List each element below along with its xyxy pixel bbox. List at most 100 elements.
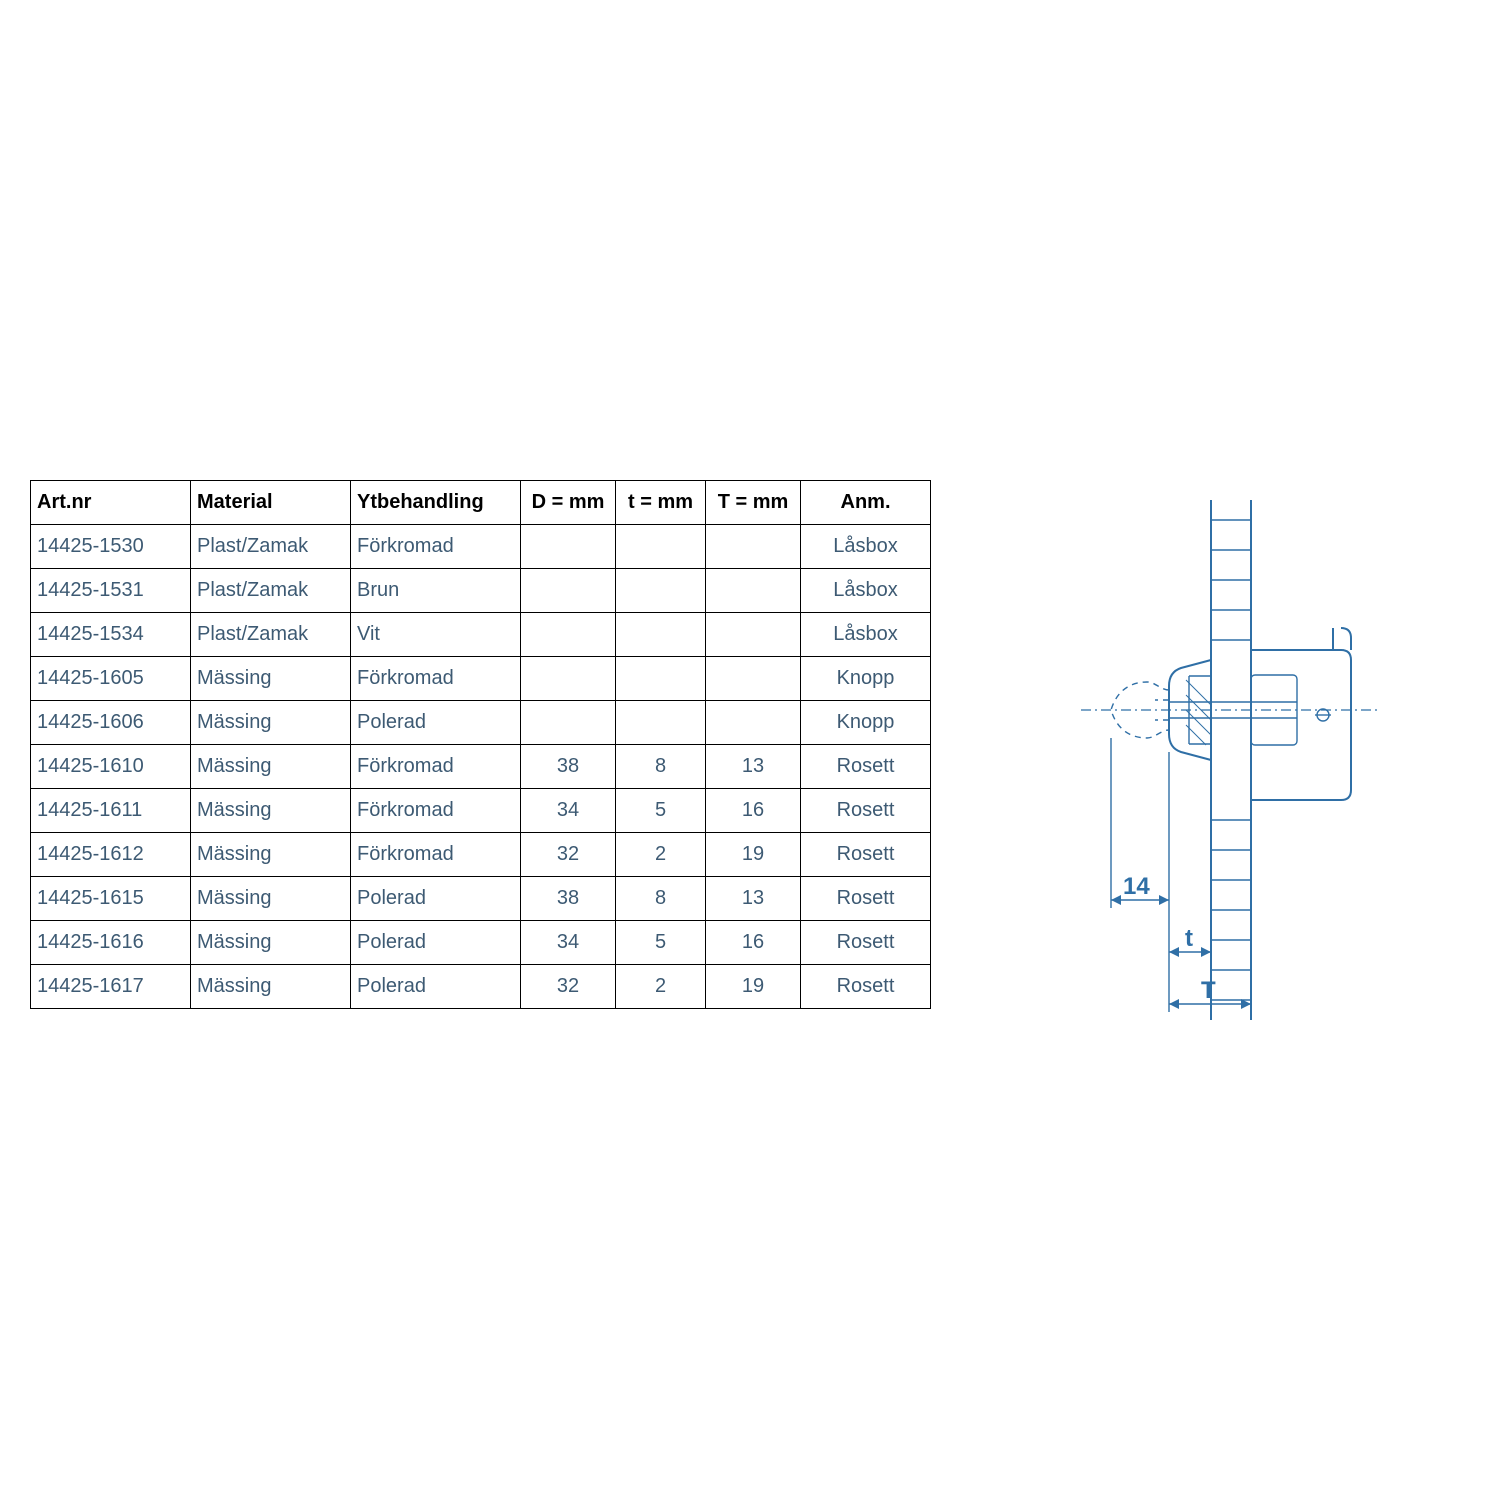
cell-material: Mässing <box>191 877 351 921</box>
cell-t <box>616 525 706 569</box>
cell-t: 5 <box>616 789 706 833</box>
cell-T: 13 <box>706 877 801 921</box>
table-row: 14425-1616MässingPolerad34516Rosett <box>31 921 931 965</box>
cell-D <box>521 657 616 701</box>
cell-material: Mässing <box>191 701 351 745</box>
table-row: 14425-1531Plast/ZamakBrun Låsbox <box>31 569 931 613</box>
col-header-finish: Ytbehandling <box>351 481 521 525</box>
col-header-t: t = mm <box>616 481 706 525</box>
cell-artnr: 14425-1530 <box>31 525 191 569</box>
cell-finish: Vit <box>351 613 521 657</box>
cell-note: Rosett <box>801 833 931 877</box>
cell-T <box>706 569 801 613</box>
table-row: 14425-1617MässingPolerad32219Rosett <box>31 965 931 1009</box>
rosette-hatch <box>1186 680 1211 745</box>
technical-diagram: 14 t T <box>1051 500 1391 1065</box>
cell-t <box>616 657 706 701</box>
cell-D: 38 <box>521 745 616 789</box>
cell-material: Plast/Zamak <box>191 613 351 657</box>
cell-D: 32 <box>521 833 616 877</box>
cell-finish: Polerad <box>351 877 521 921</box>
cell-artnr: 14425-1616 <box>31 921 191 965</box>
cell-artnr: 14425-1610 <box>31 745 191 789</box>
cell-D: 34 <box>521 921 616 965</box>
spec-table: Art.nrMaterialYtbehandlingD = mmt = mmT … <box>30 480 931 1009</box>
table-row: 14425-1530Plast/ZamakFörkromad Låsbox <box>31 525 931 569</box>
cell-artnr: 14425-1531 <box>31 569 191 613</box>
cell-finish: Förkromad <box>351 833 521 877</box>
dim-14-label: 14 <box>1123 873 1150 900</box>
col-header-artnr: Art.nr <box>31 481 191 525</box>
cell-material: Plast/Zamak <box>191 525 351 569</box>
cell-note: Rosett <box>801 877 931 921</box>
diagram-svg: 14 t T <box>1051 500 1391 1060</box>
cell-note: Låsbox <box>801 525 931 569</box>
cell-material: Mässing <box>191 789 351 833</box>
cell-t <box>616 613 706 657</box>
cell-artnr: 14425-1615 <box>31 877 191 921</box>
cell-D <box>521 613 616 657</box>
cell-finish: Förkromad <box>351 745 521 789</box>
cell-t: 5 <box>616 921 706 965</box>
cell-note: Knopp <box>801 701 931 745</box>
door-hatch <box>1211 520 1251 1000</box>
col-header-note: Anm. <box>801 481 931 525</box>
cell-D <box>521 701 616 745</box>
cell-T: 16 <box>706 789 801 833</box>
cell-D: 32 <box>521 965 616 1009</box>
cell-D: 38 <box>521 877 616 921</box>
cell-finish: Förkromad <box>351 789 521 833</box>
cell-artnr: 14425-1617 <box>31 965 191 1009</box>
table-header-row: Art.nrMaterialYtbehandlingD = mmt = mmT … <box>31 481 931 525</box>
cell-T <box>706 613 801 657</box>
dim-t-label: t <box>1185 925 1193 952</box>
dimension-t: t <box>1169 925 1211 957</box>
cell-finish: Polerad <box>351 701 521 745</box>
cell-material: Mässing <box>191 657 351 701</box>
cell-artnr: 14425-1612 <box>31 833 191 877</box>
cell-D: 34 <box>521 789 616 833</box>
cell-note: Låsbox <box>801 613 931 657</box>
cell-t <box>616 701 706 745</box>
cell-finish: Polerad <box>351 921 521 965</box>
cell-t: 8 <box>616 745 706 789</box>
cell-D <box>521 525 616 569</box>
cell-artnr: 14425-1534 <box>31 613 191 657</box>
cell-finish: Förkromad <box>351 525 521 569</box>
cell-note: Rosett <box>801 921 931 965</box>
cell-T: 19 <box>706 833 801 877</box>
cell-note: Låsbox <box>801 569 931 613</box>
cell-note: Rosett <box>801 789 931 833</box>
dimension-14: 14 <box>1111 873 1169 905</box>
table-row: 14425-1534Plast/ZamakVit Låsbox <box>31 613 931 657</box>
cell-t: 8 <box>616 877 706 921</box>
cell-T <box>706 701 801 745</box>
table-row: 14425-1615MässingPolerad38813Rosett <box>31 877 931 921</box>
cell-artnr: 14425-1606 <box>31 701 191 745</box>
cell-note: Rosett <box>801 965 931 1009</box>
col-header-D: D = mm <box>521 481 616 525</box>
dimension-T: T <box>1169 977 1251 1009</box>
table-row: 14425-1612MässingFörkromad32219Rosett <box>31 833 931 877</box>
cell-T: 13 <box>706 745 801 789</box>
cell-finish: Förkromad <box>351 657 521 701</box>
cell-t: 2 <box>616 965 706 1009</box>
table-row: 14425-1606MässingPolerad Knopp <box>31 701 931 745</box>
cell-T <box>706 525 801 569</box>
cell-t: 2 <box>616 833 706 877</box>
cell-finish: Brun <box>351 569 521 613</box>
table-row: 14425-1610MässingFörkromad38813Rosett <box>31 745 931 789</box>
cell-T: 16 <box>706 921 801 965</box>
table-row: 14425-1611MässingFörkromad34516Rosett <box>31 789 931 833</box>
cell-artnr: 14425-1611 <box>31 789 191 833</box>
cell-note: Rosett <box>801 745 931 789</box>
cell-artnr: 14425-1605 <box>31 657 191 701</box>
cell-material: Plast/Zamak <box>191 569 351 613</box>
cell-material: Mässing <box>191 921 351 965</box>
cell-t <box>616 569 706 613</box>
col-header-material: Material <box>191 481 351 525</box>
cell-material: Mässing <box>191 833 351 877</box>
col-header-T: T = mm <box>706 481 801 525</box>
cell-T <box>706 657 801 701</box>
cell-finish: Polerad <box>351 965 521 1009</box>
